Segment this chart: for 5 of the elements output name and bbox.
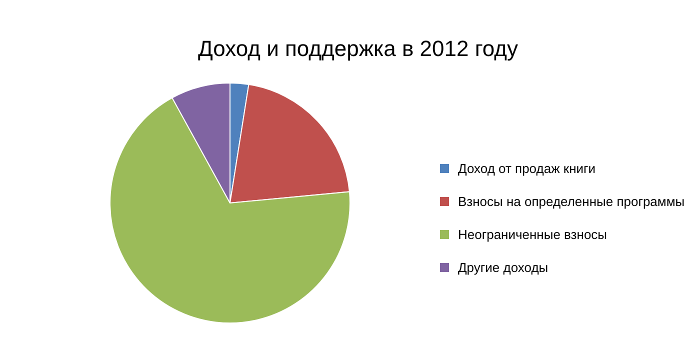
legend-label: Доход от продаж книги [458,161,596,176]
legend-label: Взносы на определенные программы [458,194,685,209]
legend-label: Неограниченные взносы [458,227,608,242]
legend-label: Другие доходы [458,260,548,275]
chart-title: Доход и поддержка в 2012 году [198,36,518,61]
